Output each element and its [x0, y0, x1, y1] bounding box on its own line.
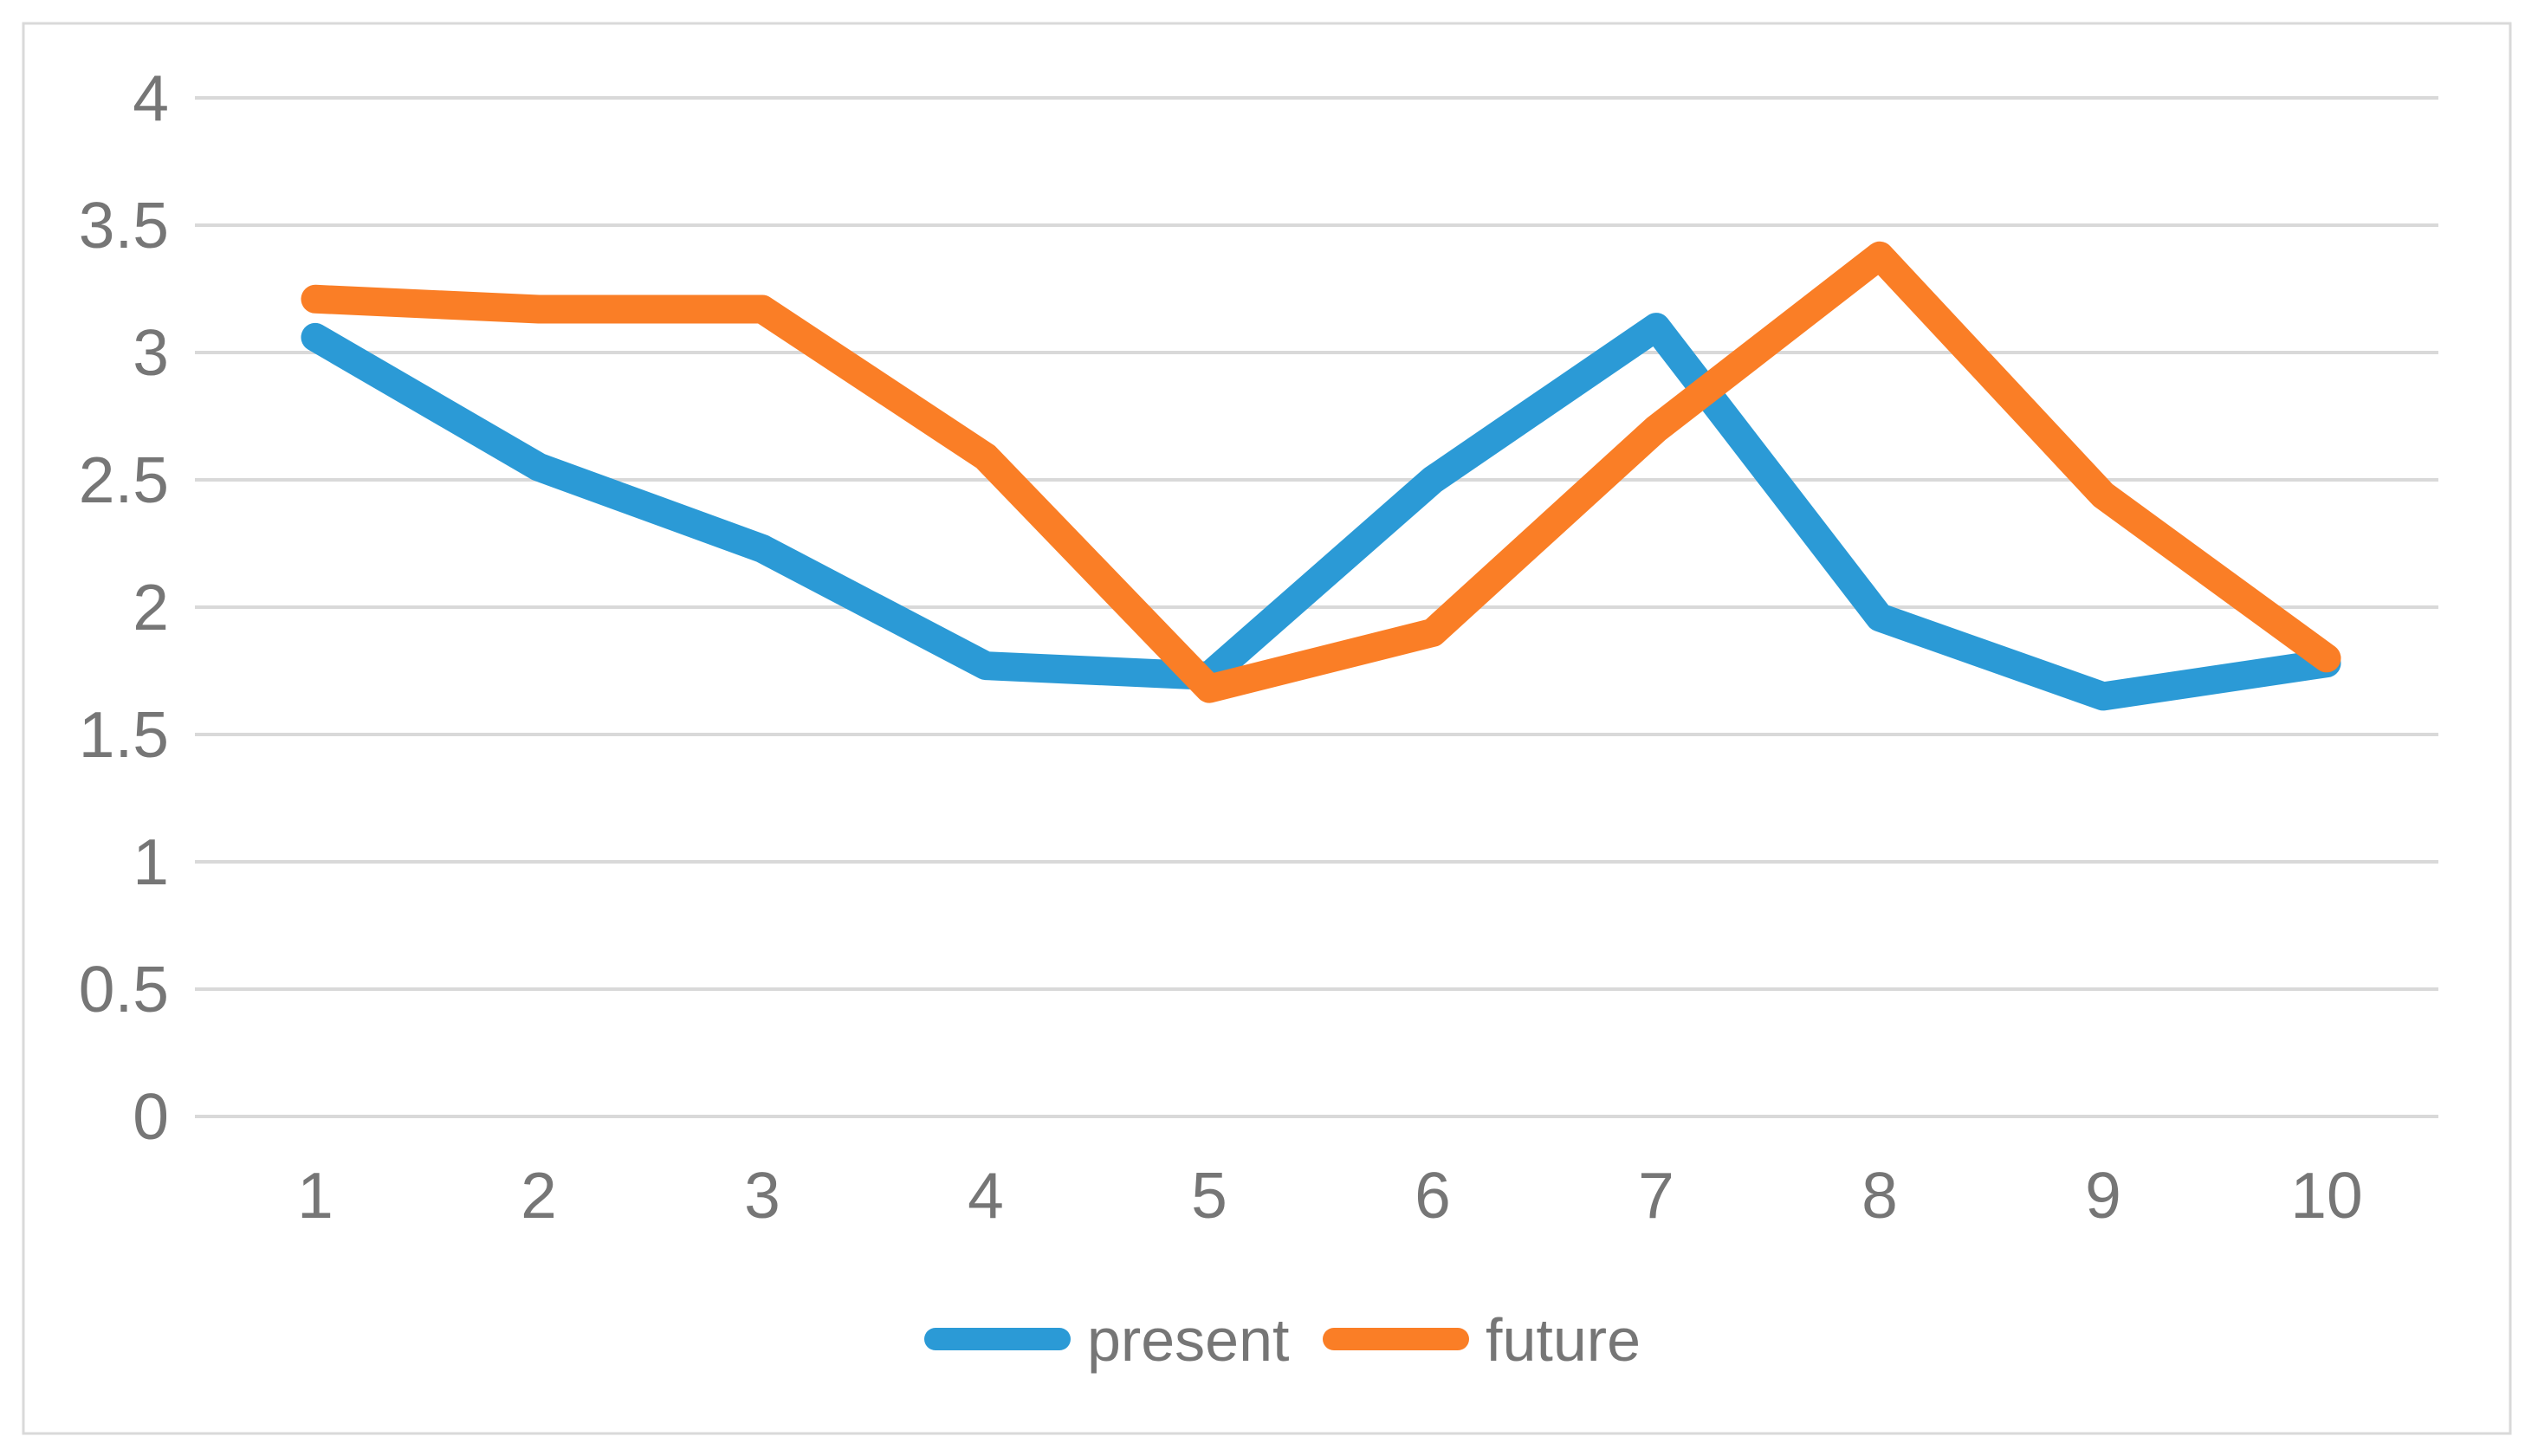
y-tick-label: 3 — [133, 316, 169, 389]
legend-label-present: present — [1087, 1306, 1289, 1374]
y-tick-label: 1 — [133, 825, 169, 898]
legend-label-future: future — [1486, 1306, 1641, 1374]
legend: present future — [924, 1306, 1641, 1374]
x-tick-label: 1 — [297, 1159, 333, 1232]
series-line-future — [301, 241, 2341, 703]
x-tick-label: 4 — [968, 1159, 1004, 1232]
x-tick-label: 6 — [1415, 1159, 1451, 1232]
y-tick-label: 1.5 — [79, 698, 169, 771]
gridlines-group — [195, 96, 2438, 1118]
y-tick-label: 2.5 — [79, 443, 169, 516]
legend-swatch-future-icon — [1323, 1328, 1469, 1350]
x-tick-label: 3 — [744, 1159, 780, 1232]
axis-labels-group: 0 0.5 1 1.5 2 2.5 3 3.5 4 1 2 3 4 5 6 7 8 9 10 — [79, 61, 2363, 1232]
chart-border — [22, 22, 2512, 1435]
x-tick-label: 2 — [521, 1159, 557, 1232]
y-tick-label: 4 — [133, 61, 169, 134]
series-line-present — [301, 313, 2341, 711]
x-tick-label: 9 — [2085, 1159, 2121, 1232]
legend-swatch-present-icon — [924, 1328, 1071, 1350]
x-tick-label: 7 — [1638, 1159, 1674, 1232]
x-tick-label: 5 — [1191, 1159, 1227, 1232]
x-tick-label: 10 — [2290, 1159, 2362, 1232]
y-tick-label: 0.5 — [79, 953, 169, 1026]
y-tick-label: 2 — [133, 571, 169, 644]
y-tick-label: 3.5 — [79, 189, 169, 262]
y-tick-label: 0 — [133, 1080, 169, 1153]
series-lines-group — [301, 241, 2341, 711]
x-tick-label: 8 — [1861, 1159, 1898, 1232]
